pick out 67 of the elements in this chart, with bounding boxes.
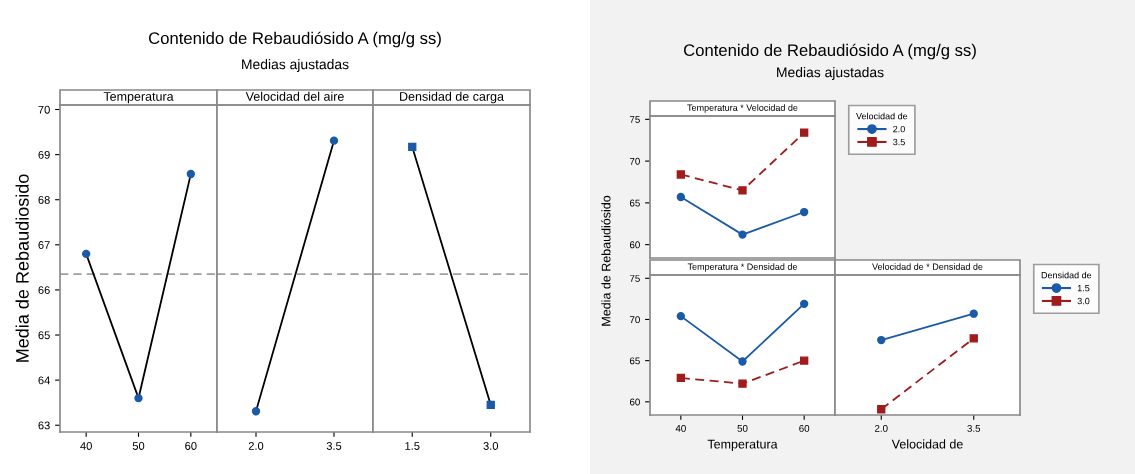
chart-title: Velocidad de * Densidad de [872,263,983,270]
y-tick-label: 70 [38,105,50,114]
chart-title: Temperatura * Densidad de [687,263,798,272]
x-tick-label: 50 [737,424,748,432]
point [799,299,809,308]
point [676,312,686,321]
point [799,356,809,365]
y-tick-label: 67 [38,241,50,249]
point [676,373,686,383]
x-tick-label: 50 [132,442,145,450]
x-axis-title: Velocidad de [891,439,963,449]
y-axis-title: Media de Rebaudiósido [601,195,611,326]
text: Medias ajustadas [242,59,349,72]
point [877,335,886,345]
x-tick-label: 3.5 [967,424,981,432]
y-tick-label: 60 [629,241,640,249]
point [134,394,143,403]
chart-title: Temperatura * Velocidad de [687,104,798,113]
x-tick-label: 60 [799,424,810,432]
point [877,405,886,414]
point [738,230,747,239]
point [738,379,747,388]
point [969,334,978,343]
point [799,207,809,217]
y-tick-label: 60 [629,398,640,406]
point [799,128,809,137]
y-tick-label: 70 [629,157,640,165]
chart-title: Temperatura [103,92,174,104]
y-tick-label: 75 [629,275,640,282]
y-tick-label: 64 [38,376,50,385]
text: Contenido de Rebaudiósido A (mg/g ss) [684,43,976,60]
x-axis-title: Temperatura [707,439,778,451]
x-tick-label: 60 [185,442,197,450]
y-tick-label: 65 [629,357,640,365]
legend-label: 2.0 [893,125,905,133]
point [738,357,747,366]
text: Medias ajustadas [777,67,884,80]
y-tick-label: 65 [629,199,640,207]
legend-label: 1.5 [1077,285,1090,292]
chart-title: Densidad de carga [400,91,504,104]
y-tick-label: 70 [629,316,640,324]
y-tick-label: 66 [38,286,50,295]
point [969,309,978,318]
point [676,192,686,202]
y-tick-label: 69 [38,150,50,159]
x-tick-label: 3.0 [483,442,499,450]
x-tick-label: 2.0 [248,442,264,450]
legend-label: 3.0 [1077,297,1090,305]
y-tick-label: 63 [38,421,50,430]
text: Contenido de Rebaudiósido A (mg/g ss) [149,31,441,48]
x-tick-label: 3.5 [326,442,342,450]
x-tick-label: 40 [80,442,92,450]
legend-title: Densidad de [1041,271,1092,279]
point [81,249,91,259]
y-tick-label: 75 [629,116,640,123]
y-tick-label: 68 [38,195,50,204]
chart-title: Velocidad del aire [245,91,344,101]
legend-title: Velocidad de [856,112,908,120]
point [186,169,196,179]
x-tick-label: 1.5 [405,442,420,450]
x-tick-label: 2.0 [874,424,888,432]
y-tick-label: 65 [38,331,50,340]
legend-label: 3.5 [893,138,905,146]
y-axis-title: Media de Rebaudiosido [15,174,29,362]
x-tick-label: 40 [675,424,686,432]
point [738,186,747,195]
point [676,170,686,179]
